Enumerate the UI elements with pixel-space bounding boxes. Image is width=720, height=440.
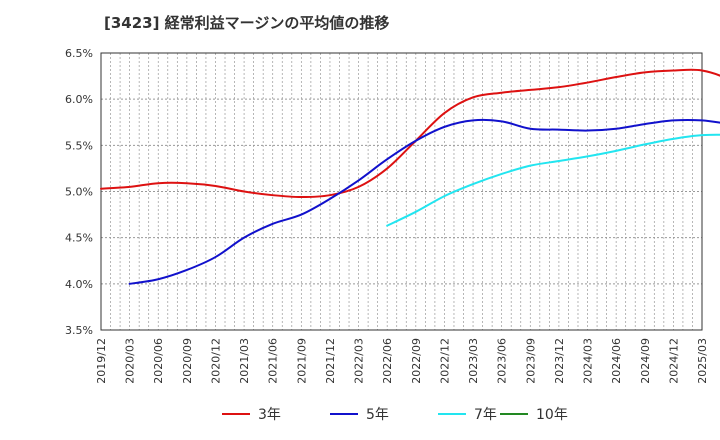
x-tick-label: 2023/03 <box>467 338 480 384</box>
x-tick-label: 2021/06 <box>267 338 280 384</box>
y-tick-label: 5.0% <box>65 186 93 199</box>
x-tick-label: 2021/09 <box>295 338 308 384</box>
y-tick-label: 5.5% <box>65 139 93 152</box>
y-tick-label: 4.5% <box>65 232 93 245</box>
legend-label-2: 5年 <box>366 407 389 423</box>
x-tick-label: 2022/12 <box>438 338 451 384</box>
x-tick-label: 2024/06 <box>610 338 623 384</box>
x-tick-label: 2020/06 <box>152 338 165 384</box>
x-tick-label: 2023/06 <box>496 338 509 384</box>
x-tick-label: 2024/03 <box>582 338 595 384</box>
x-tick-label: 2023/09 <box>524 338 537 384</box>
x-tick-label: 2021/03 <box>238 338 251 384</box>
x-tick-label: 2022/09 <box>410 338 423 384</box>
legend-label-4: 10年 <box>536 407 568 423</box>
x-tick-label: 2024/12 <box>667 338 680 384</box>
series-line-2 <box>128 118 720 285</box>
x-tick-label: 2020/09 <box>181 338 194 384</box>
chart-title: [3423] 経常利益マージンの平均値の推移 <box>104 14 390 32</box>
legend-label-3: 7年 <box>474 407 497 423</box>
series-line-3 <box>386 133 720 227</box>
x-tick-label: 2024/09 <box>639 338 652 384</box>
x-tick-label: 2022/03 <box>353 338 366 384</box>
x-tick-label: 2021/12 <box>324 338 337 384</box>
x-tick-label: 2020/12 <box>209 338 222 384</box>
y-tick-label: 6.5% <box>65 47 93 60</box>
y-tick-label: 4.0% <box>65 278 93 291</box>
y-tick-label: 6.0% <box>65 93 93 106</box>
legend-label-1: 3年 <box>258 407 281 423</box>
plot-frame <box>100 52 703 331</box>
x-tick-label: 2022/06 <box>381 338 394 384</box>
x-tick-label: 2023/12 <box>553 338 566 384</box>
y-tick-label: 3.5% <box>65 324 93 337</box>
x-tick-label: 2019/12 <box>95 338 108 384</box>
x-tick-label: 2020/03 <box>124 338 137 384</box>
x-tick-label: 2025/03 <box>696 338 709 384</box>
series-line-1 <box>100 68 720 199</box>
